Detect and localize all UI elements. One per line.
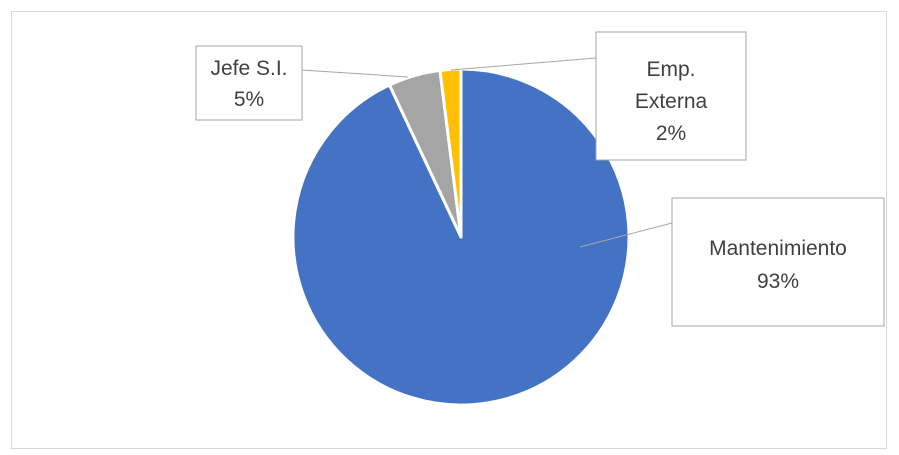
data-label-mantenimiento-name: Mantenimiento xyxy=(709,237,847,260)
pie-slices xyxy=(291,67,631,407)
data-label-jefe-si-percent: 5% xyxy=(234,88,264,111)
leader-line-jefe-si xyxy=(299,47,409,78)
data-label-emp-externa-percent: 2% xyxy=(656,122,686,145)
data-label-mantenimiento-percent: 93% xyxy=(757,270,799,293)
data-label-emp-externa-name-line1: Emp. xyxy=(646,58,695,81)
leader-line-emp-externa xyxy=(450,57,597,71)
data-label-box-jefe-si xyxy=(195,45,303,121)
data-label-callouts: Mantenimiento 93% Jefe S.I. 5% Emp. Exte… xyxy=(195,31,885,327)
data-label-jefe-si-name: Jefe S.I. xyxy=(210,57,287,80)
data-label-box-emp-externa xyxy=(595,31,747,161)
data-label-emp-externa-name-line2: Externa xyxy=(635,90,708,113)
data-label-box-mantenimiento xyxy=(671,197,885,327)
